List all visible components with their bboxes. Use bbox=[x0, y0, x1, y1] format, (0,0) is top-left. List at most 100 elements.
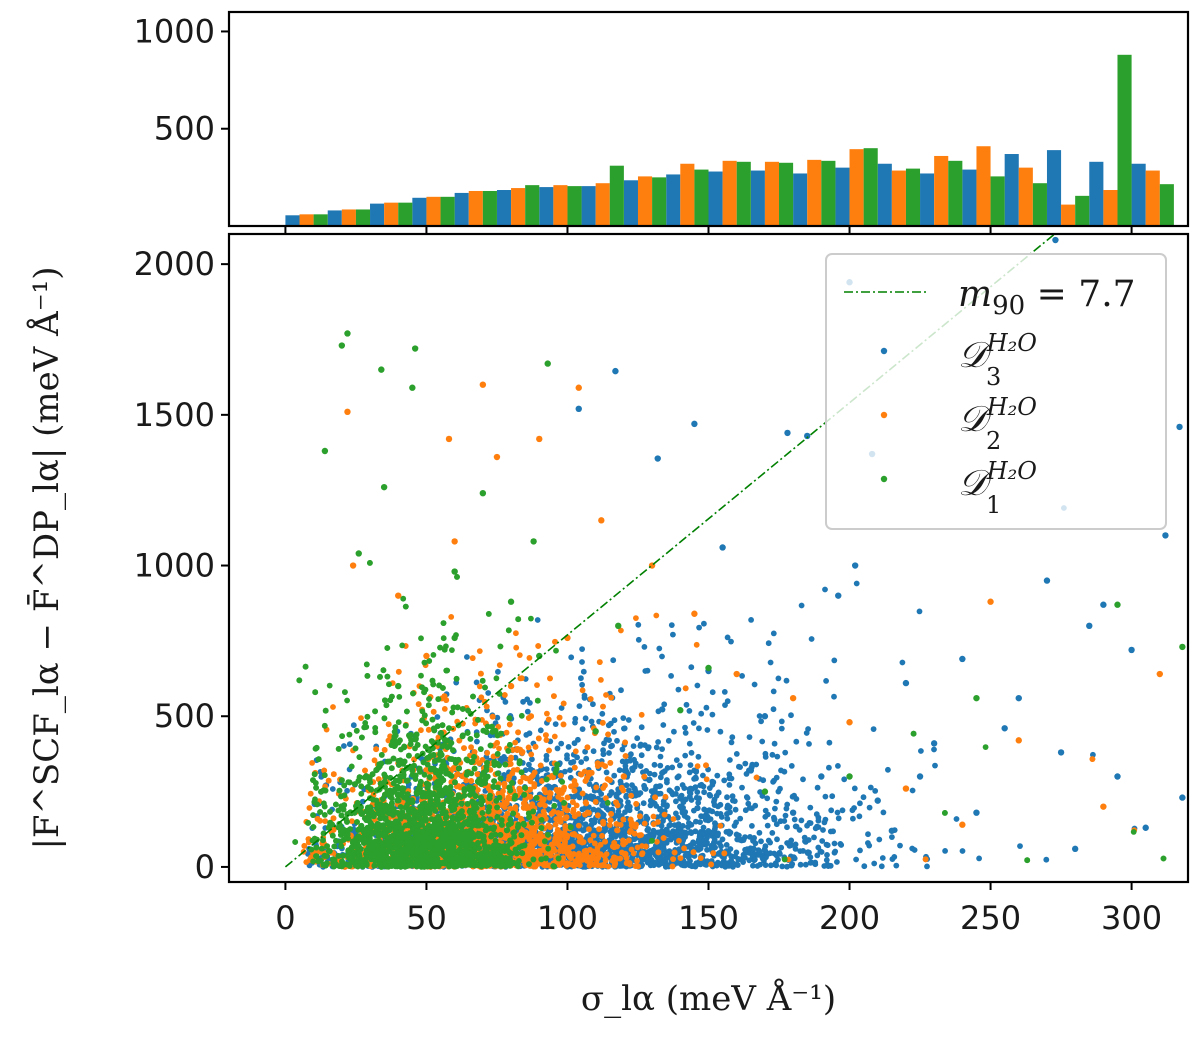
scatter-point-d3 bbox=[635, 636, 642, 643]
scatter-point-d3 bbox=[688, 797, 695, 803]
scatter-point-d2 bbox=[468, 778, 475, 784]
scatter-point-d3 bbox=[602, 844, 609, 851]
scatter-point-d3 bbox=[813, 811, 820, 818]
scatter-point-d2 bbox=[463, 777, 470, 784]
scatter-point-d2 bbox=[634, 857, 640, 864]
scatter-point-d3 bbox=[835, 763, 841, 769]
scatter-point-d3 bbox=[870, 726, 877, 732]
scatter-point-d3 bbox=[828, 807, 835, 814]
scatter-point-d3 bbox=[764, 822, 771, 829]
scatter-point-d3 bbox=[788, 862, 795, 869]
scatter-point-d3 bbox=[570, 759, 577, 765]
scatter-point-d2 bbox=[551, 693, 557, 699]
scatter-point-d3 bbox=[668, 833, 674, 840]
scatter-point-d3 bbox=[916, 608, 923, 615]
scatter-point-d3 bbox=[739, 784, 745, 791]
scatter-point-d3 bbox=[694, 682, 701, 689]
scatter-point-d3 bbox=[823, 678, 829, 684]
scatter-point-d2 bbox=[655, 849, 662, 856]
histogram-bar-d3-9 bbox=[666, 174, 681, 226]
scatter-point-d2 bbox=[1089, 756, 1096, 762]
histogram-bar-d1-8 bbox=[652, 177, 667, 226]
scatter-point-d3 bbox=[590, 701, 596, 708]
scatter-point-d2 bbox=[476, 648, 483, 654]
scatter-point-d3 bbox=[473, 679, 480, 686]
scatter-point-d3 bbox=[590, 748, 597, 755]
scatter-point-d3 bbox=[753, 761, 760, 768]
scatter-point-d2 bbox=[478, 694, 485, 701]
scatter-point-d3 bbox=[889, 834, 895, 840]
scatter-point-d3 bbox=[778, 767, 784, 774]
scatter-point-d3 bbox=[872, 788, 879, 794]
scatter-point-d3 bbox=[554, 745, 561, 752]
scatter-point-d2 bbox=[371, 757, 378, 764]
histogram-ytick-label-1000: 1000 bbox=[134, 12, 215, 50]
scatter-point-d2 bbox=[560, 721, 567, 728]
scatter-point-d2 bbox=[478, 670, 484, 677]
scatter-point-d3 bbox=[634, 735, 641, 742]
scatter-point-d3 bbox=[571, 740, 578, 747]
histogram-bar-d2-4 bbox=[468, 190, 483, 226]
scatter-point-d2 bbox=[608, 694, 615, 701]
scatter-point-d3 bbox=[814, 784, 821, 791]
scatter-point-d2 bbox=[513, 630, 519, 637]
scatter-point-d2 bbox=[628, 846, 635, 853]
scatter-point-d3 bbox=[857, 847, 863, 854]
scatter-point-d3 bbox=[645, 744, 652, 751]
scatter-point-d2 bbox=[596, 659, 603, 665]
scatter-point-d3 bbox=[726, 771, 733, 778]
scatter-point-d3 bbox=[750, 862, 756, 869]
scatter-point-d3 bbox=[678, 792, 685, 799]
scatter-point-d2 bbox=[317, 817, 323, 824]
histogram-bar-d1-1 bbox=[355, 209, 371, 226]
histogram-bar-d2-1 bbox=[341, 209, 356, 226]
scatter-point-d3 bbox=[783, 805, 790, 812]
histogram-bar-d1-17 bbox=[1032, 183, 1047, 226]
histogram-bar-d1-5 bbox=[525, 185, 540, 226]
scatter-point-d2 bbox=[603, 692, 609, 698]
histogram-bar-d2-14 bbox=[891, 170, 906, 226]
histogram-bar-d3-1 bbox=[327, 210, 342, 226]
scatter-point-d3 bbox=[831, 840, 838, 847]
scatter-point-d3 bbox=[932, 762, 938, 769]
scatter-point-d3 bbox=[891, 854, 898, 860]
scatter-point-d1 bbox=[358, 790, 365, 797]
scatter-point-d3 bbox=[715, 789, 722, 796]
histogram-bar-d3-19 bbox=[1089, 161, 1104, 226]
scatter-point-d3 bbox=[626, 752, 633, 759]
scatter-point-d3 bbox=[770, 688, 777, 695]
scatter-point-d3 bbox=[1017, 843, 1023, 849]
scatter-point-d3 bbox=[735, 856, 742, 863]
scatter-point-d3 bbox=[821, 863, 828, 869]
scatter-point-d2 bbox=[690, 849, 697, 856]
histogram-bar-d3-13 bbox=[835, 167, 850, 226]
scatter-point-d3 bbox=[760, 777, 767, 784]
scatter-point-d3 bbox=[705, 828, 712, 834]
scatter-point-d2 bbox=[385, 737, 392, 744]
scatter-point-d3 bbox=[574, 754, 580, 761]
scatter-point-d3 bbox=[959, 848, 966, 854]
histogram-bar-d2-0 bbox=[299, 214, 314, 226]
scatter-point-d3 bbox=[770, 630, 777, 637]
scatter-point-d2 bbox=[639, 851, 645, 858]
scatter-point-d3 bbox=[700, 813, 707, 820]
histogram-bar-d2-17 bbox=[1018, 167, 1033, 226]
scatter-point-d3 bbox=[674, 785, 681, 792]
scatter-point-d2 bbox=[541, 811, 548, 818]
scatter-point-d2 bbox=[671, 849, 678, 856]
scatter-point-d3 bbox=[758, 838, 764, 845]
scatter-point-d3 bbox=[578, 759, 585, 765]
scatter-point-d3 bbox=[879, 855, 886, 861]
scatter-point-d3 bbox=[694, 844, 700, 851]
scatter-point-d3 bbox=[831, 657, 838, 664]
scatter-point-d2 bbox=[573, 802, 580, 809]
scatter-point-d2 bbox=[543, 737, 550, 743]
scatter-point-d3 bbox=[690, 720, 697, 726]
scatter-point-d3 bbox=[723, 842, 730, 848]
scatter-point-d3 bbox=[529, 756, 535, 763]
scatter-point-d3 bbox=[734, 862, 741, 868]
scatter-point-d3 bbox=[767, 659, 774, 666]
histogram-bar-d3-3 bbox=[412, 197, 427, 226]
scatter-point-d2 bbox=[614, 802, 621, 809]
scatter-point-d3 bbox=[931, 746, 937, 753]
